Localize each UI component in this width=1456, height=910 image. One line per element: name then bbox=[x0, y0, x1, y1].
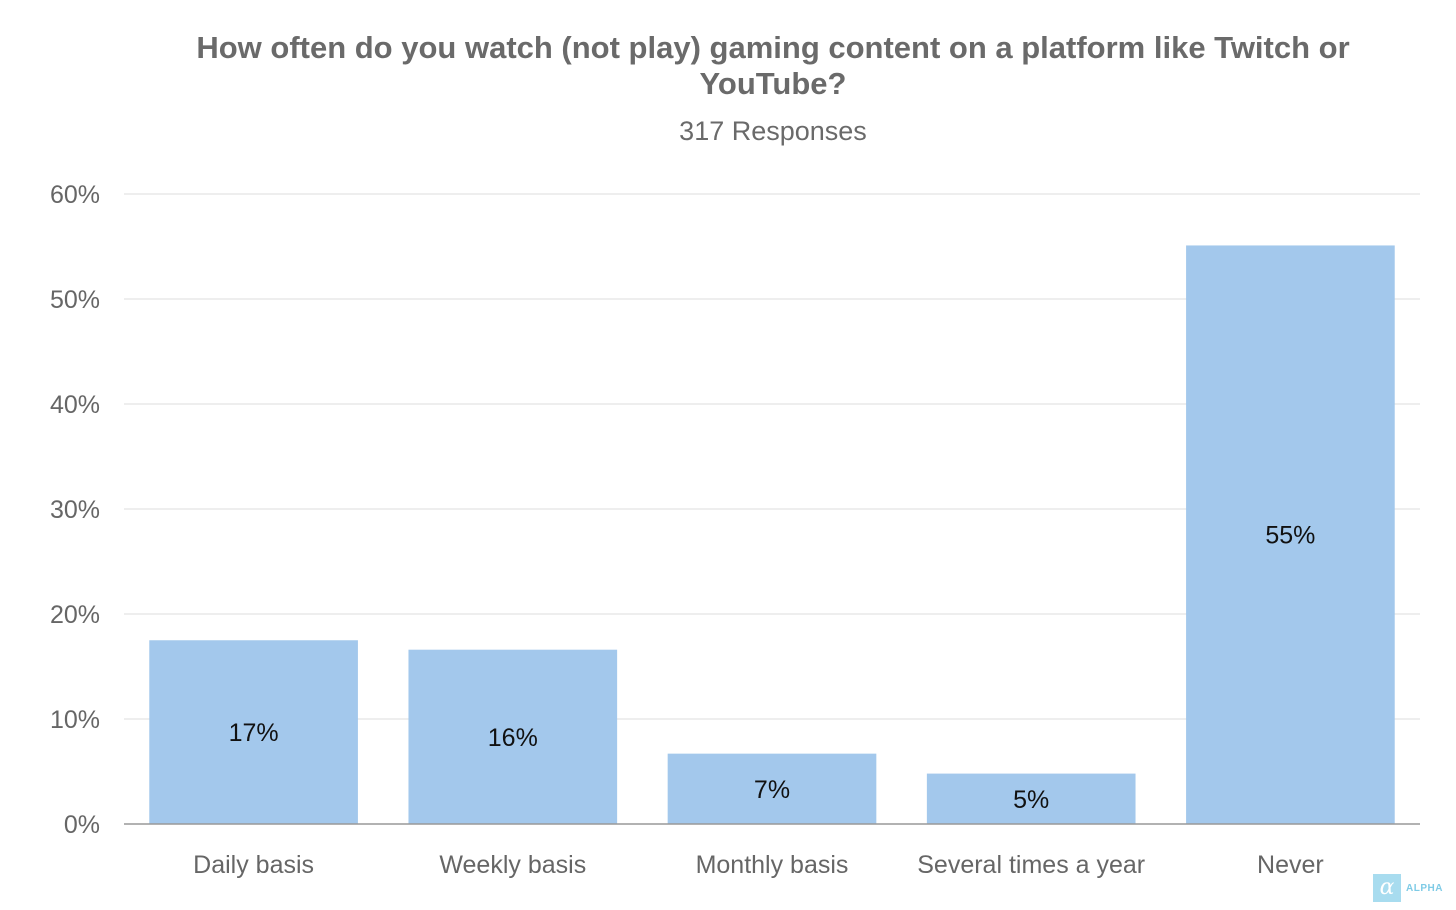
x-tick-label: Daily basis bbox=[193, 851, 314, 879]
labels: 0% 10% 20% 30% 40% 50% 60% 17% Daily basis 16% Wee… bbox=[50, 181, 1324, 879]
chart-title: How often do you watch (not play) gaming… bbox=[196, 30, 1350, 101]
bar bbox=[926, 773, 1136, 824]
bar bbox=[408, 649, 618, 824]
x-tick-label: Monthly basis bbox=[696, 851, 849, 879]
y-tick-label: 40% bbox=[50, 391, 100, 419]
bar bbox=[149, 640, 358, 824]
bar-value-label: 17% bbox=[229, 719, 279, 747]
bar-value-label: 7% bbox=[754, 776, 790, 804]
bar bbox=[667, 753, 877, 824]
alpha-logo-icon: α bbox=[1373, 874, 1401, 902]
y-tick-label: 60% bbox=[50, 181, 100, 209]
y-tick-label: 50% bbox=[50, 286, 100, 314]
x-tick-label: Never bbox=[1257, 851, 1324, 879]
bar-value-label: 16% bbox=[488, 724, 538, 752]
y-tick-label: 20% bbox=[50, 601, 100, 629]
watermark-text: ALPHA bbox=[1406, 882, 1443, 894]
y-tick-label: 30% bbox=[50, 496, 100, 524]
bar-value-label: 5% bbox=[1013, 786, 1049, 814]
bar-value-label: 55% bbox=[1265, 522, 1315, 550]
bar bbox=[1186, 245, 1395, 824]
watermark: α ALPHA bbox=[1373, 874, 1443, 902]
bars bbox=[149, 245, 1395, 824]
y-tick-label: 10% bbox=[50, 706, 100, 734]
x-tick-label: Weekly basis bbox=[439, 851, 586, 879]
x-tick-label: Several times a year bbox=[917, 851, 1145, 879]
chart-subtitle: 317 Responses bbox=[679, 116, 867, 146]
y-tick-label: 0% bbox=[64, 811, 100, 839]
